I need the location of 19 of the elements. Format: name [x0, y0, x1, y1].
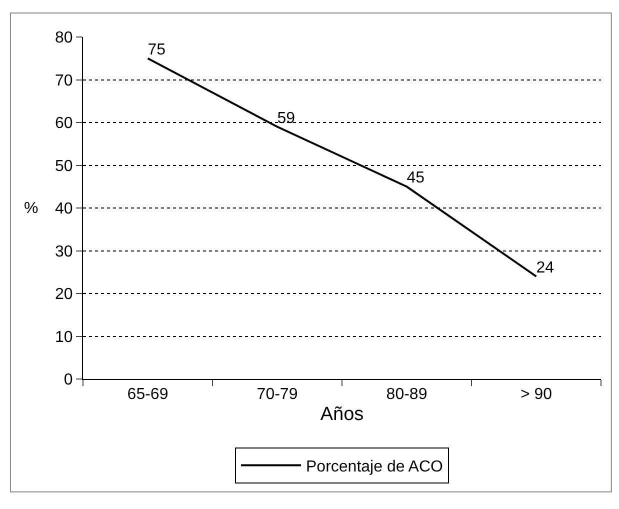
y-tick-label: 70 [55, 72, 73, 90]
y-tick-label: 0 [64, 372, 73, 389]
data-label: 75 [148, 41, 166, 58]
data-label: 45 [406, 170, 425, 187]
y-tick-label: 80 [55, 30, 73, 47]
y-tick-label: 30 [55, 243, 73, 260]
y-tick-label: 40 [55, 200, 73, 218]
y-tick-label: 10 [55, 328, 73, 346]
x-axis-title: Años [320, 404, 364, 425]
x-tick-label: 65-69 [127, 386, 168, 404]
data-label: 24 [536, 259, 554, 276]
y-tick-label: 20 [55, 286, 73, 304]
x-tick-label: > 90 [520, 386, 552, 404]
x-tick-label: 70-79 [256, 386, 298, 404]
x-tick-label: 80-89 [386, 386, 428, 404]
legend-label: Porcentaje de ACO [306, 458, 443, 476]
y-tick-label: 50 [55, 158, 73, 175]
y-axis-title: % [24, 200, 38, 217]
y-tick-label: 60 [55, 115, 73, 132]
